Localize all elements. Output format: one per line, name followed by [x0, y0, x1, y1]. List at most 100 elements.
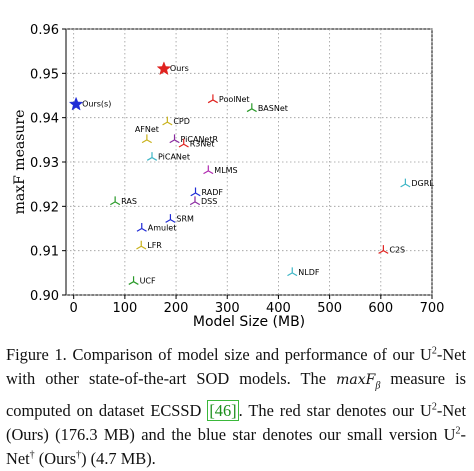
- point-poolnet: PoolNet: [207, 94, 250, 104]
- y-tick-label: 0.94: [30, 112, 59, 127]
- point-label: R3Net: [190, 139, 215, 148]
- point-label: RAS: [121, 197, 137, 206]
- caption-text-6: -Net: [6, 424, 466, 469]
- tri-marker: [162, 116, 173, 126]
- tri-marker: [141, 134, 152, 144]
- point-ucf: UCF: [128, 276, 156, 286]
- y-tick-label: 0.91: [30, 245, 59, 260]
- point-dss: DSS: [189, 196, 217, 206]
- y-tick-label: 0.93: [30, 156, 59, 171]
- x-tick-label: 100: [112, 301, 137, 316]
- y-tick-label: 0.95: [30, 67, 59, 82]
- figure-caption: Figure 1. Comparison of model size and p…: [6, 343, 466, 471]
- grid-lines: [66, 28, 433, 296]
- tri-marker: [203, 165, 214, 175]
- point-label: SRM: [176, 215, 194, 224]
- point-srm: SRM: [165, 214, 194, 224]
- caption-sup-5: †: [76, 449, 82, 461]
- tri-marker: [136, 240, 147, 250]
- tri-marker: [165, 214, 176, 223]
- point-picanet: PiCANet: [146, 152, 190, 162]
- point-label: LFR: [147, 241, 162, 250]
- tri-marker: [246, 103, 257, 113]
- point-label: Ours: [170, 64, 189, 73]
- x-tick-label: 700: [420, 301, 445, 316]
- x-tick-label: 300: [215, 301, 240, 316]
- caption-sup-4: †: [29, 449, 35, 461]
- tri-marker: [207, 94, 218, 104]
- x-tick-label: 200: [164, 301, 189, 316]
- point-ours: Ours: [156, 61, 189, 76]
- point-label: UCF: [140, 277, 156, 286]
- tri-marker: [287, 267, 298, 277]
- y-axis-label: maxF measure: [12, 110, 28, 215]
- point-c2s: C2S: [378, 245, 405, 255]
- point-basnet: BASNet: [246, 103, 288, 113]
- point-ours-s-: Ours(s): [68, 96, 111, 111]
- x-tick-label: 600: [368, 301, 393, 316]
- caption-text-3: measure is computed on dataset ECSSD: [6, 369, 467, 420]
- tri-marker: [189, 196, 201, 206]
- citation-link[interactable]: [46]: [207, 399, 239, 421]
- point-label: NLDF: [298, 268, 320, 277]
- caption-sup-3: 2: [455, 425, 461, 437]
- point-afnet: AFNet: [135, 125, 159, 144]
- point-label: CPD: [173, 117, 190, 126]
- caption-text-4: . The red star denotes our U: [238, 400, 432, 420]
- tri-marker: [146, 152, 158, 161]
- caption-math: maxF: [336, 372, 376, 389]
- tri-marker: [128, 276, 139, 285]
- tri-marker: [400, 178, 411, 188]
- x-tick-label: 500: [317, 301, 342, 316]
- point-label: MLMS: [214, 166, 237, 175]
- point-label: AFNet: [135, 125, 159, 134]
- point-dgrl: DGRL: [400, 178, 434, 188]
- tri-marker: [178, 138, 189, 148]
- tri-marker: [169, 134, 180, 144]
- point-label: C2S: [389, 246, 405, 255]
- point-r3net: R3Net: [178, 138, 215, 148]
- point-label: Ours(s): [82, 99, 111, 108]
- point-label: RADF: [202, 188, 224, 197]
- star-marker: [156, 61, 172, 76]
- caption-math-sub: β: [375, 380, 381, 392]
- caption-sup-2: 2: [431, 401, 437, 413]
- star-marker: [68, 96, 84, 111]
- x-tick-label: 400: [266, 301, 291, 316]
- point-label: BASNet: [258, 104, 288, 113]
- point-radf: RADF: [190, 187, 224, 197]
- point-label: Amulet: [148, 224, 177, 233]
- point-mlms: MLMS: [203, 165, 238, 175]
- caption-text-1: Comparison of model size and performance…: [66, 345, 432, 364]
- point-label: PiCANetR: [181, 135, 219, 144]
- point-picanetr: PiCANetR: [169, 134, 219, 144]
- point-lfr: LFR: [136, 240, 162, 250]
- caption-text-2: -Net with other state-of-the-art SOD mod…: [6, 345, 466, 389]
- y-tick-label: 0.96: [30, 23, 59, 38]
- axis-ticks: 0 100 200 300 400 500 600 700 0.90 0.91 0.92 0.93 0.…: [30, 23, 444, 316]
- caption-text-8: ) (4.7 MB).: [81, 449, 156, 469]
- point-ras: RAS: [110, 196, 137, 206]
- point-amulet: Amulet: [136, 223, 177, 233]
- caption-fig-label: Figure 1.: [6, 345, 67, 364]
- caption-text-7: (Ours: [34, 449, 77, 469]
- point-label: PoolNet: [219, 95, 250, 104]
- point-nldf: NLDF: [287, 267, 320, 277]
- point-label: DSS: [201, 197, 217, 206]
- plot-area: [65, 28, 433, 296]
- point-label: DGRL: [411, 179, 434, 188]
- tri-marker: [190, 187, 201, 197]
- point-label: PiCANet: [158, 153, 190, 162]
- caption-sup-1: 2: [431, 345, 437, 357]
- x-axis-label: Model Size (MB): [193, 314, 305, 330]
- tri-marker: [136, 223, 147, 232]
- caption-text-5: -Net (Ours) (176.3 MB) and the blue star…: [6, 400, 467, 444]
- tri-marker: [110, 196, 121, 206]
- x-tick-label: 0: [70, 301, 78, 316]
- tri-marker: [378, 245, 389, 254]
- y-tick-label: 0.92: [30, 200, 59, 215]
- scatter-chart: 0 100 200 300 400 500 600 700 0.90 0.91 0.92 0.93 0.…: [12, 23, 444, 330]
- y-tick-label: 0.90: [30, 289, 59, 304]
- point-cpd: CPD: [162, 116, 190, 126]
